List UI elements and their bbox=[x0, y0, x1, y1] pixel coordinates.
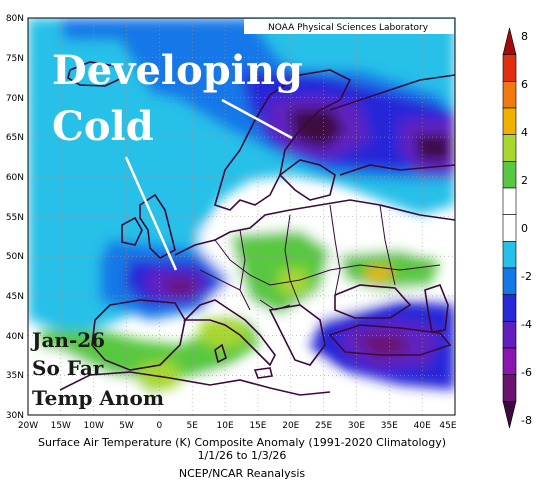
svg-text:20W: 20W bbox=[18, 421, 38, 431]
svg-text:10E: 10E bbox=[217, 421, 234, 431]
annotation-arrow-scandinavia bbox=[221, 98, 293, 140]
svg-text:60N: 60N bbox=[6, 173, 24, 183]
colorbar-segment bbox=[502, 134, 517, 162]
svg-text:45N: 45N bbox=[6, 292, 24, 302]
caption-line3: NCEP/NCAR Reanalysis bbox=[179, 467, 305, 480]
plot-frame bbox=[27, 17, 456, 416]
lat-labels: 80N 75N 70N 65N 60N 55N 50N 45N 40N 35N … bbox=[6, 14, 24, 421]
svg-text:2: 2 bbox=[521, 174, 528, 187]
svg-text:45E: 45E bbox=[439, 421, 456, 431]
colorbar-segment bbox=[502, 54, 517, 82]
colorbar-segment bbox=[502, 187, 517, 215]
colorbar-segment bbox=[502, 81, 517, 109]
colorbar-segment bbox=[502, 161, 517, 189]
caption-line1: Surface Air Temperature (K) Composite An… bbox=[38, 436, 446, 449]
svg-text:30E: 30E bbox=[348, 421, 365, 431]
svg-text:65N: 65N bbox=[6, 133, 24, 143]
svg-text:5W: 5W bbox=[119, 421, 134, 431]
headline-line1: Developing bbox=[52, 47, 303, 94]
note-line1: Jan-26 bbox=[30, 328, 105, 352]
svg-text:6: 6 bbox=[521, 78, 528, 91]
svg-text:15E: 15E bbox=[249, 421, 266, 431]
svg-text:4: 4 bbox=[521, 126, 528, 139]
annotation-arrow-france bbox=[124, 156, 178, 271]
colorbar-segment bbox=[502, 374, 517, 402]
svg-text:0: 0 bbox=[157, 421, 163, 431]
note-line2: So Far bbox=[32, 356, 104, 380]
svg-text:10W: 10W bbox=[84, 421, 104, 431]
svg-text:20E: 20E bbox=[282, 421, 299, 431]
colorbar bbox=[502, 27, 517, 429]
colorbar-segment bbox=[502, 27, 517, 55]
coastlines bbox=[59, 61, 455, 396]
svg-text:-6: -6 bbox=[521, 366, 532, 379]
svg-text:-8: -8 bbox=[521, 414, 532, 427]
svg-text:70N: 70N bbox=[6, 94, 24, 104]
colorbar-labels: 8 6 4 2 0 -2 -4 -6 -8 bbox=[521, 30, 532, 427]
svg-text:0: 0 bbox=[521, 222, 528, 235]
svg-text:25E: 25E bbox=[315, 421, 332, 431]
colorbar-segment bbox=[502, 347, 517, 375]
svg-text:55N: 55N bbox=[6, 213, 24, 223]
svg-text:50N: 50N bbox=[6, 252, 24, 262]
svg-text:5E: 5E bbox=[186, 421, 198, 431]
colorbar-segment bbox=[502, 214, 517, 242]
headline-line2: Cold bbox=[52, 103, 154, 150]
svg-text:-4: -4 bbox=[521, 318, 532, 331]
colorbar-segment bbox=[502, 267, 517, 295]
lon-labels: 20W 15W 10W 5W 0 5E 10E 15E 20E 25E 30E … bbox=[18, 421, 457, 431]
colorbar-segment bbox=[502, 401, 517, 429]
svg-text:35E: 35E bbox=[381, 421, 398, 431]
svg-text:40N: 40N bbox=[6, 332, 24, 342]
svg-text:75N: 75N bbox=[6, 54, 24, 64]
colorbar-segment bbox=[502, 294, 517, 322]
anomaly-field: Developing Cold Jan-26 So Far Temp Anom … bbox=[28, 18, 455, 415]
caption-line2: 1/1/26 to 1/3/26 bbox=[198, 449, 287, 462]
svg-text:40E: 40E bbox=[414, 421, 431, 431]
svg-text:30N: 30N bbox=[6, 411, 24, 421]
source-banner bbox=[244, 19, 454, 34]
colorbar-segment bbox=[502, 321, 517, 349]
svg-text:35N: 35N bbox=[6, 371, 24, 381]
colorbar-segment bbox=[502, 107, 517, 135]
colorbar-segment bbox=[502, 241, 517, 269]
svg-text:80N: 80N bbox=[6, 14, 24, 24]
svg-text:8: 8 bbox=[521, 30, 528, 43]
source-label: NOAA Physical Sciences Laboratory bbox=[268, 23, 429, 33]
svg-text:-2: -2 bbox=[521, 270, 532, 283]
note-line3: Temp Anom bbox=[32, 386, 164, 410]
svg-text:15W: 15W bbox=[51, 421, 71, 431]
